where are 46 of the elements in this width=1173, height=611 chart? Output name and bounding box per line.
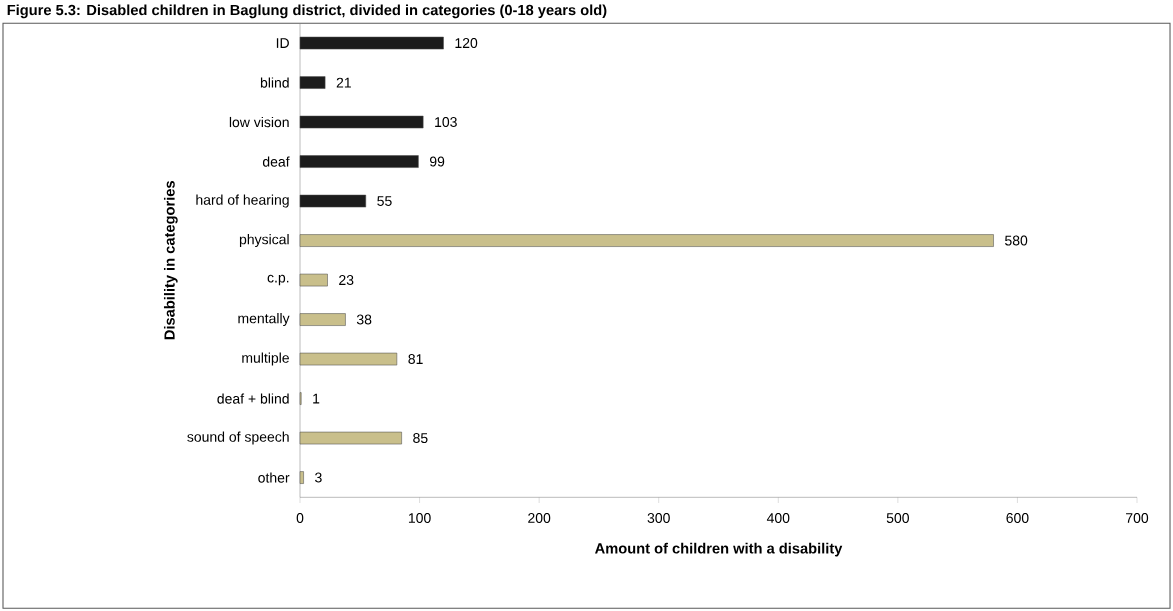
data-label: 103	[435, 116, 457, 127]
data-label: 99	[429, 156, 445, 167]
data-label: 580	[1005, 235, 1028, 246]
bar	[299, 471, 304, 484]
x-tick-label: 600	[1006, 512, 1029, 523]
data-label: 38	[356, 314, 372, 325]
bar	[299, 273, 328, 287]
y-tick-label: deaf + blind	[217, 393, 289, 404]
y-tick-label: other	[258, 472, 290, 483]
y-tick-label: low vision	[229, 116, 289, 128]
x-tick-label: 100	[408, 512, 431, 523]
bar	[299, 352, 398, 366]
x-axis-title: Amount of children with a disability	[595, 542, 843, 557]
bar	[299, 234, 994, 247]
bar	[299, 155, 419, 168]
y-tick-label: multiple	[242, 352, 289, 366]
data-label: 21	[336, 77, 351, 88]
x-tick-label: 0	[296, 512, 304, 523]
x-tick-label: 500	[886, 512, 909, 523]
data-label: 85	[413, 432, 428, 443]
y-axis-title: Disability in categories	[163, 180, 178, 340]
y-tick-label: sound of speech	[187, 431, 289, 445]
y-tick-label: hard of hearing	[196, 194, 289, 208]
y-tick-label: blind	[260, 77, 289, 88]
bar	[299, 115, 424, 129]
y-tick-label: ID	[276, 38, 289, 48]
bar	[299, 194, 367, 208]
data-label: 120	[455, 37, 478, 48]
data-label: 81	[408, 353, 423, 364]
y-tick-label: mentally	[238, 312, 290, 326]
bar	[299, 36, 444, 50]
bar	[299, 431, 402, 445]
data-label: 1	[313, 393, 320, 404]
chart-title: Figure 5.3: Disabled children in Baglung district, divided in categories (0-18 years old)	[7, 4, 607, 19]
data-label: 3	[315, 472, 322, 483]
x-tick-label: 200	[528, 512, 551, 523]
y-tick-label: deaf	[262, 156, 290, 167]
y-tick-label: physical	[239, 233, 289, 247]
x-tick-label: 400	[766, 512, 790, 523]
data-label: 23	[339, 274, 354, 285]
data-label: 55	[377, 196, 392, 206]
bar	[299, 313, 346, 326]
x-tick-label: 300	[647, 512, 670, 523]
x-tick-label: 700	[1126, 512, 1149, 523]
bar	[299, 76, 326, 89]
y-tick-label: c.p.	[267, 274, 289, 286]
